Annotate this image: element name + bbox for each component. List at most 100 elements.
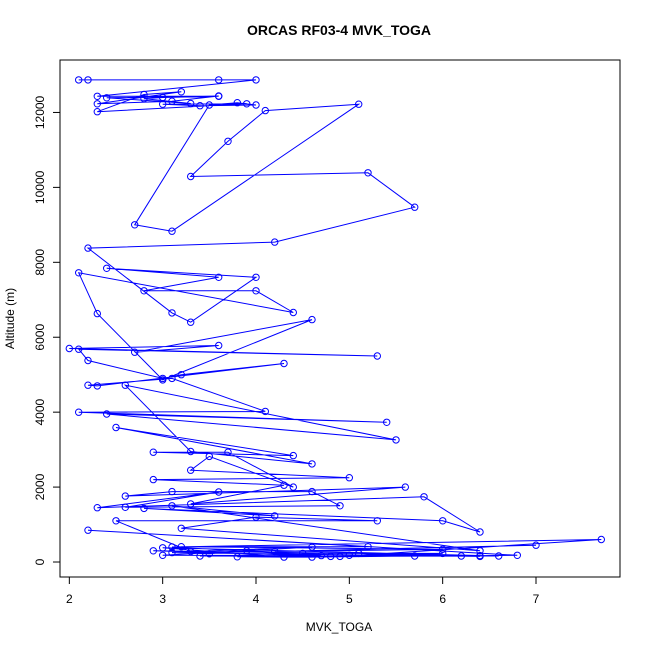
data-point <box>308 315 316 324</box>
data-point <box>177 543 186 551</box>
data-point <box>75 269 83 277</box>
data-point <box>289 308 297 317</box>
data-point <box>93 108 102 116</box>
x-tick-label: 3 <box>159 592 166 606</box>
data-point <box>140 94 148 103</box>
data-point <box>336 552 344 561</box>
data-point <box>439 545 447 553</box>
data-point <box>345 474 353 482</box>
data-point <box>289 451 297 460</box>
data-point <box>149 547 158 555</box>
data-point <box>308 487 316 496</box>
data-point <box>121 503 130 511</box>
data-point <box>401 483 409 491</box>
data-point <box>271 547 279 556</box>
data-point <box>439 517 447 525</box>
data-point <box>187 172 195 181</box>
data-point <box>168 227 176 235</box>
data-point <box>159 544 167 552</box>
data-point <box>93 382 102 390</box>
data-point <box>327 552 335 561</box>
data-point <box>205 452 214 461</box>
data-point <box>289 483 297 491</box>
x-axis-label: MVK_TOGA <box>306 620 372 634</box>
data-point <box>187 466 195 474</box>
data-point <box>280 481 288 489</box>
data-point <box>252 101 260 109</box>
series-points <box>65 76 605 561</box>
data-point <box>187 99 195 108</box>
data-point <box>75 408 83 416</box>
data-point <box>457 552 465 560</box>
data-point <box>196 102 204 110</box>
data-point <box>121 492 130 500</box>
data-point <box>187 447 195 456</box>
data-point <box>215 488 223 496</box>
data-point <box>261 407 269 416</box>
data-point <box>336 502 344 510</box>
data-point <box>112 423 120 432</box>
data-point <box>75 76 83 84</box>
data-point <box>205 550 214 558</box>
data-point <box>532 541 540 549</box>
data-point <box>280 359 288 368</box>
data-point <box>168 502 176 510</box>
data-point <box>271 512 279 520</box>
data-point <box>439 549 447 558</box>
data-point <box>140 287 148 295</box>
data-point <box>215 92 223 100</box>
data-point <box>168 309 176 317</box>
data-point <box>252 287 260 295</box>
data-point <box>84 381 92 389</box>
data-point <box>299 549 307 558</box>
data-point <box>187 318 195 326</box>
data-point <box>159 551 167 559</box>
data-point <box>149 448 158 456</box>
data-point <box>93 100 102 108</box>
y-tick-label: 6000 <box>33 324 47 351</box>
data-point <box>280 553 288 561</box>
series-line <box>69 79 602 558</box>
data-point <box>373 352 381 360</box>
data-point <box>84 76 92 84</box>
data-point <box>252 273 260 281</box>
data-point <box>205 101 214 109</box>
data-point <box>149 475 158 484</box>
data-point <box>364 543 372 551</box>
data-point <box>224 448 232 456</box>
data-point <box>495 552 503 560</box>
data-point <box>84 244 92 252</box>
data-point <box>364 169 372 177</box>
chart-title: ORCAS RF03-4 MVK_TOGA <box>247 22 431 38</box>
data-point <box>84 356 92 365</box>
data-point <box>103 264 111 272</box>
data-point <box>215 76 223 84</box>
data-point <box>177 524 186 532</box>
y-tick-label: 4000 <box>33 398 47 425</box>
data-point <box>177 371 186 379</box>
y-tick-label: 0 <box>33 558 47 565</box>
data-point <box>112 517 120 525</box>
data-point <box>103 94 111 102</box>
data-point <box>308 460 316 468</box>
data-point <box>345 551 353 559</box>
data-point <box>420 493 428 501</box>
data-point <box>383 418 391 426</box>
data-point <box>131 221 139 229</box>
data-point <box>597 535 605 544</box>
data-point <box>243 100 251 108</box>
data-point <box>93 309 102 318</box>
data-point <box>355 549 363 558</box>
data-point <box>317 551 325 560</box>
data-point <box>355 100 363 108</box>
data-point <box>243 547 251 555</box>
data-point <box>308 543 316 551</box>
data-point <box>159 374 167 383</box>
x-axis: 2 3 4 5 6 7 <box>66 576 540 606</box>
data-point <box>65 344 74 353</box>
data-point <box>215 341 223 350</box>
data-point <box>411 203 419 211</box>
x-tick-label: 4 <box>253 592 260 606</box>
y-axis: 0 2000 4000 6000 8000 10000 12000 <box>33 95 61 565</box>
